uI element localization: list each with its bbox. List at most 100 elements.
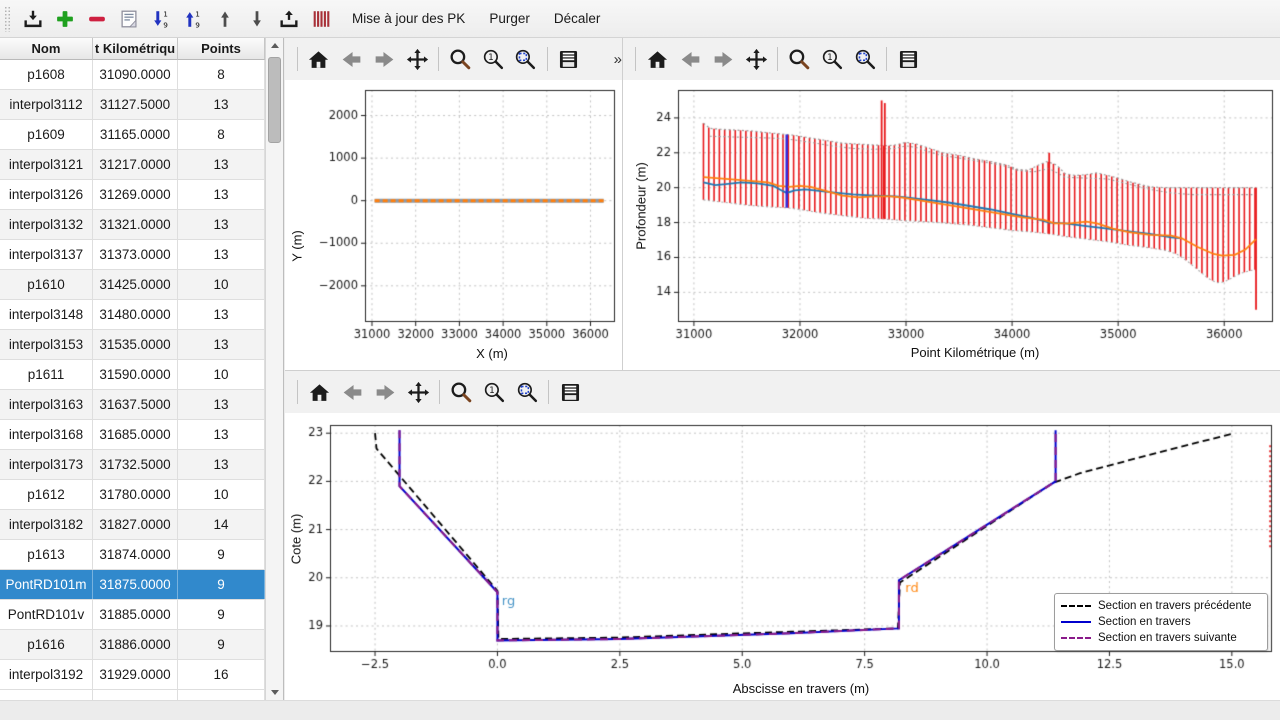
cell-points: 13 — [178, 330, 265, 359]
svg-text:9: 9 — [163, 20, 168, 29]
cell-pk: 31827.0000 — [93, 510, 178, 539]
scrollbar-thumb[interactable] — [268, 57, 281, 143]
zoom-sel-icon — [853, 47, 878, 72]
cross-section-xlabel: Abscisse en travers (m) — [733, 681, 870, 696]
table-row[interactable]: interpol314831480.000013 — [0, 300, 283, 330]
legend-label: Section en travers — [1098, 616, 1191, 628]
table-row[interactable]: interpol313231321.000013 — [0, 210, 283, 240]
toolbar-separator — [297, 380, 298, 404]
forward-button[interactable] — [371, 378, 399, 406]
table-row[interactable]: p161331874.00009 — [0, 540, 283, 570]
save-button[interactable] — [556, 378, 584, 406]
sort-descending-button[interactable]: 19 — [148, 6, 174, 32]
table-row[interactable]: PontRD101v31885.00009 — [0, 600, 283, 630]
zoom-sel-button[interactable] — [513, 378, 541, 406]
zoom-one-icon: 1 — [481, 47, 506, 72]
cross-section-chart[interactable] — [285, 413, 1280, 701]
toolbar-overflow-button[interactable]: » — [614, 51, 622, 68]
back-button[interactable] — [676, 45, 704, 73]
sort-descending-icon: 19 — [150, 8, 172, 30]
forward-button[interactable] — [709, 45, 737, 73]
cell-nom: interpol3121 — [0, 150, 93, 179]
cell-nom: interpol3112 — [0, 90, 93, 119]
table-row[interactable]: p161231780.000010 — [0, 480, 283, 510]
cell-pk: 31217.0000 — [93, 150, 178, 179]
toolbar-separator — [547, 47, 548, 71]
table-row[interactable]: interpol311231127.500013 — [0, 90, 283, 120]
zoom-button[interactable] — [447, 378, 475, 406]
back-button[interactable] — [338, 45, 366, 73]
empty-cell — [93, 690, 178, 700]
zoom-one-button[interactable]: 1 — [479, 45, 507, 73]
pan-icon — [406, 380, 431, 405]
zoom-button[interactable] — [785, 45, 813, 73]
table-scrollbar[interactable] — [265, 38, 283, 700]
back-button[interactable] — [338, 378, 366, 406]
scroll-down-button[interactable] — [266, 685, 283, 700]
pan-button[interactable] — [403, 45, 431, 73]
plan-view-chart[interactable] — [285, 80, 622, 370]
import-button[interactable] — [20, 6, 46, 32]
zoom-button[interactable] — [446, 45, 474, 73]
application-window: { "toolbar": { "buttons": [ {"name":"imp… — [0, 0, 1280, 720]
back-icon — [339, 47, 364, 72]
column-header-pk[interactable]: t Kilométriqu — [93, 38, 178, 60]
save-button[interactable] — [555, 45, 583, 73]
empty-cell — [0, 690, 93, 700]
table-row[interactable]: interpol316831685.000013 — [0, 420, 283, 450]
zoom-icon — [448, 47, 473, 72]
table-row[interactable]: p161131590.000010 — [0, 360, 283, 390]
forward-button[interactable] — [371, 45, 399, 73]
cell-points: 13 — [178, 210, 265, 239]
pk-sections-button[interactable] — [308, 6, 334, 32]
home-button[interactable] — [305, 45, 333, 73]
home-button[interactable] — [305, 378, 333, 406]
purger-button[interactable]: Purger — [479, 6, 540, 32]
table-row[interactable]: interpol319231929.000016 — [0, 660, 283, 690]
column-header-points[interactable]: Points — [178, 38, 265, 60]
zoom-sel-button[interactable] — [512, 45, 540, 73]
scroll-up-button[interactable] — [266, 38, 283, 53]
update-pk-button[interactable]: Mise à jour des PK — [342, 6, 475, 32]
zoom-one-button[interactable]: 1 — [480, 378, 508, 406]
profile-plot-panel: 1 Profondeur (m) Point Kilométrique (m) — [622, 38, 1280, 370]
cell-points: 10 — [178, 360, 265, 389]
notes-button[interactable] — [116, 6, 142, 32]
move-up-button[interactable] — [212, 6, 238, 32]
table-row[interactable]: interpol312631269.000013 — [0, 180, 283, 210]
table-row[interactable]: interpol316331637.500013 — [0, 390, 283, 420]
pan-button[interactable] — [404, 378, 432, 406]
table-row[interactable]: p160831090.00008 — [0, 60, 283, 90]
table-row-selected[interactable]: PontRD101m31875.00009 — [0, 570, 283, 600]
main-toolbar: 1919Mise à jour des PKPurgerDécaler — [0, 0, 1280, 38]
add-button[interactable] — [52, 6, 78, 32]
save-button[interactable] — [894, 45, 922, 73]
remove-button[interactable] — [84, 6, 110, 32]
plan-view-plot-panel: 1» Y (m) X (m) — [285, 38, 622, 370]
toolbar-grip[interactable] — [4, 6, 11, 32]
pan-button[interactable] — [742, 45, 770, 73]
profile-chart[interactable] — [623, 80, 1280, 370]
zoom-sel-button[interactable] — [851, 45, 879, 73]
table-row[interactable]: interpol315331535.000013 — [0, 330, 283, 360]
table-row[interactable]: p161631886.00009 — [0, 630, 283, 660]
table-row[interactable]: p160931165.00008 — [0, 120, 283, 150]
table-row[interactable]: interpol313731373.000013 — [0, 240, 283, 270]
move-down-button[interactable] — [244, 6, 270, 32]
table-row[interactable]: interpol312131217.000013 — [0, 150, 283, 180]
cell-nom: p1611 — [0, 360, 93, 389]
cell-nom: p1612 — [0, 480, 93, 509]
column-header-nom[interactable]: Nom — [0, 38, 93, 60]
svg-text:1: 1 — [195, 9, 200, 18]
move-up-icon — [214, 8, 236, 30]
zoom-one-button[interactable]: 1 — [818, 45, 846, 73]
export-button[interactable] — [276, 6, 302, 32]
table-row[interactable]: interpol317331732.500013 — [0, 450, 283, 480]
table-row[interactable]: p161031425.000010 — [0, 270, 283, 300]
decaler-button[interactable]: Décaler — [544, 6, 611, 32]
table-row[interactable]: interpol318231827.000014 — [0, 510, 283, 540]
cell-pk: 31685.0000 — [93, 420, 178, 449]
sort-ascending-button[interactable]: 19 — [180, 6, 206, 32]
cell-pk: 31321.0000 — [93, 210, 178, 239]
home-button[interactable] — [643, 45, 671, 73]
